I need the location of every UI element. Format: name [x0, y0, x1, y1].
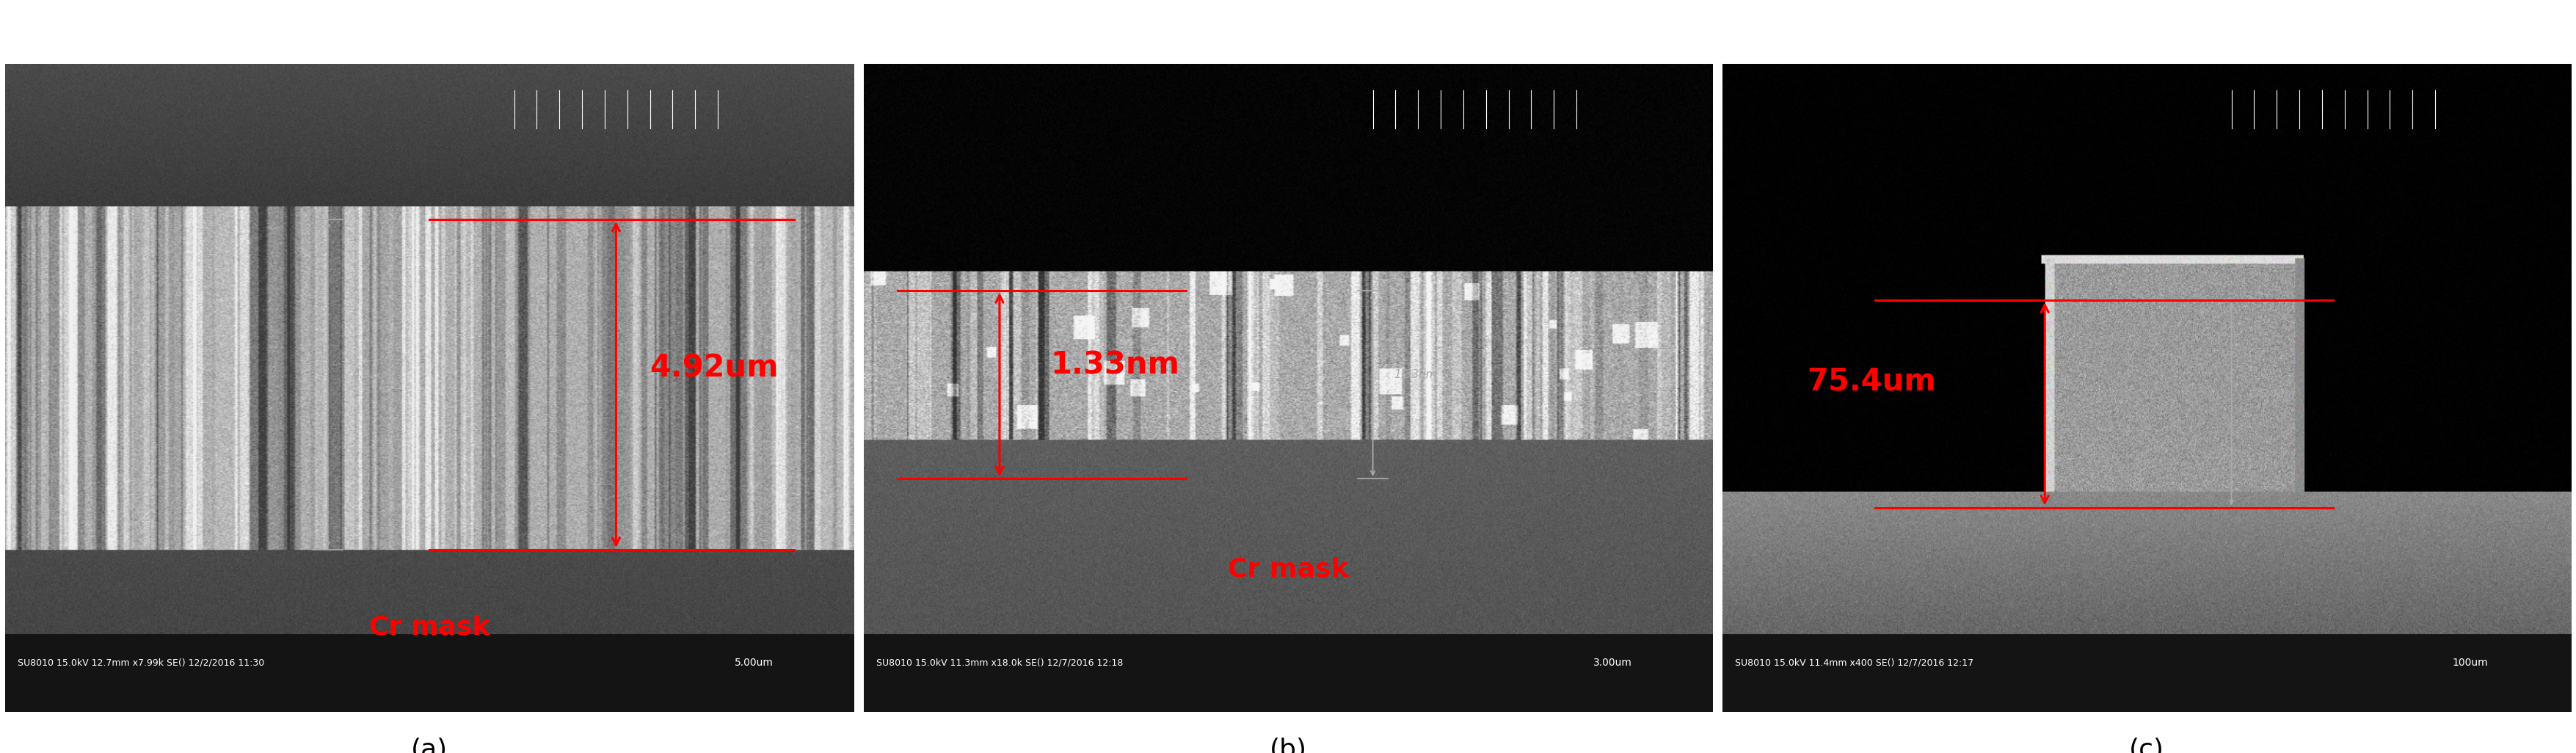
Text: SU8010 15.0kV 11.3mm x18.0k SE() 12/7/2016 12:18: SU8010 15.0kV 11.3mm x18.0k SE() 12/7/20…: [876, 658, 1123, 668]
Text: 3.00um: 3.00um: [1595, 658, 1633, 668]
Text: Cr mask: Cr mask: [1229, 556, 1347, 581]
Text: SU8010 15.0kV 12.7mm x7.99k SE() 12/2/2016 11:30: SU8010 15.0kV 12.7mm x7.99k SE() 12/2/20…: [18, 658, 265, 668]
Text: (a): (a): [412, 737, 448, 753]
Text: 1.33nm: 1.33nm: [1051, 349, 1180, 380]
Text: 5.00um: 5.00um: [734, 658, 773, 668]
Text: 100um: 100um: [2452, 658, 2488, 668]
Text: (c): (c): [2128, 737, 2164, 753]
Text: 75.4um: 75.4um: [2251, 389, 2295, 400]
Text: 75.4um: 75.4um: [1808, 366, 1937, 397]
Text: SU8010 15.0kV 11.4mm x400 SE() 12/7/2016 12:17: SU8010 15.0kV 11.4mm x400 SE() 12/7/2016…: [1736, 658, 1973, 668]
Text: Cr mask: Cr mask: [368, 615, 489, 640]
Text: (b): (b): [1270, 737, 1306, 753]
Text: 1.33um: 1.33um: [1394, 369, 1437, 380]
Text: 4.92um: 4.92um: [353, 369, 397, 380]
Text: 4.92um: 4.92um: [649, 353, 778, 384]
